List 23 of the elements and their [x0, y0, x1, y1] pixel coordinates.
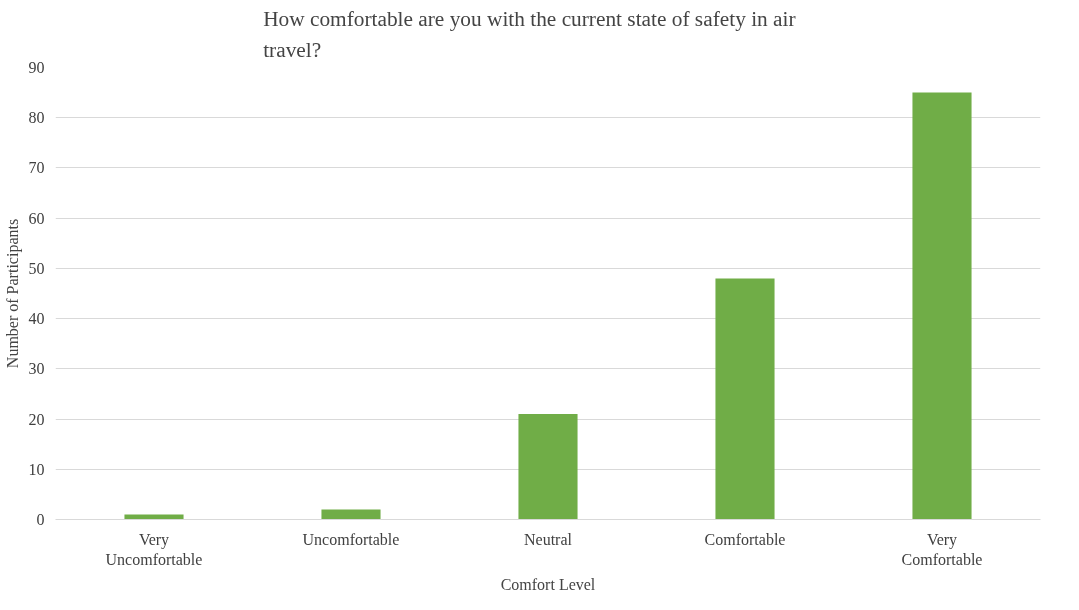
x-tick-label: Very Comfortable — [901, 530, 983, 568]
y-tick-label: 10 — [28, 460, 45, 478]
bar — [518, 414, 578, 520]
bar — [321, 509, 381, 520]
y-tick-label: 20 — [28, 410, 45, 428]
y-axis-title: Number of Participants — [3, 218, 22, 369]
x-tick-label: Comfortable — [704, 530, 786, 548]
x-tick-label: Neutral — [524, 530, 573, 548]
y-tick-label: 80 — [28, 109, 45, 127]
x-tick-label: Very Uncomfortable — [105, 530, 203, 568]
x-axis-title: Comfort Level — [500, 575, 596, 593]
y-tick-label: 40 — [28, 310, 45, 328]
x-tick-label: Uncomfortable — [302, 530, 400, 548]
y-tick-label: 30 — [28, 360, 45, 378]
y-tick-label: 70 — [28, 159, 45, 177]
y-tick-label: 50 — [28, 259, 45, 277]
chart-title: How comfortable are you with the current state of safety in air travel? — [263, 7, 796, 63]
y-tick-label: 60 — [28, 209, 45, 227]
y-tick-label: 0 — [36, 511, 45, 528]
y-tick-label: 90 — [28, 59, 45, 76]
bar — [124, 514, 184, 520]
bar — [715, 278, 775, 520]
bar — [912, 92, 972, 520]
